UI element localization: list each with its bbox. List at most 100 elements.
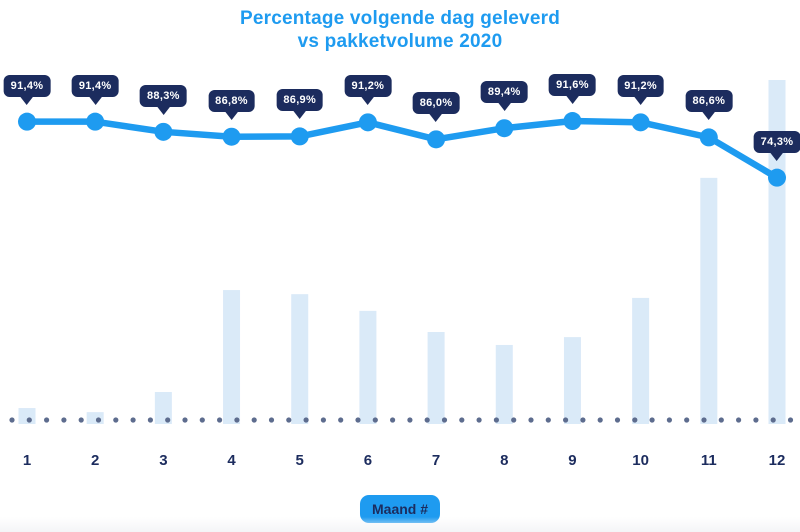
value-badge-text: 91,2% — [624, 80, 657, 93]
x-tick-2: 2 — [91, 452, 100, 469]
value-badge-month-12: 74,3% — [753, 130, 800, 161]
badge-tail — [156, 105, 171, 115]
x-tick-12: 12 — [768, 452, 786, 469]
volume-bar-month-2 — [86, 412, 104, 424]
line-point-month-11 — [699, 128, 718, 147]
x-tick-10: 10 — [632, 452, 649, 469]
baseline-dot — [44, 417, 50, 423]
line-point-month-5 — [290, 127, 309, 146]
baseline-dot — [78, 417, 84, 423]
value-badge-text: 86,9% — [283, 94, 317, 107]
baseline-dot — [251, 417, 257, 423]
volume-bar-month-8 — [495, 344, 513, 424]
value-badge-month-6: 91,2% — [344, 75, 392, 106]
line-point-month-12 — [768, 168, 786, 187]
badge-tail — [633, 96, 648, 106]
baseline-dot — [26, 417, 32, 423]
baseline-dot — [701, 417, 707, 423]
percentage-line — [23, 117, 781, 181]
baseline-dot — [753, 417, 759, 423]
value-badge-text: 88,3% — [147, 89, 180, 102]
value-badge-month-7: 86,0% — [412, 92, 460, 123]
baseline-dot — [95, 417, 102, 423]
badge-tail — [224, 110, 239, 120]
line-point-month-3 — [154, 122, 173, 141]
line-point-month-2 — [86, 112, 105, 131]
value-badge-month-5: 86,9% — [276, 89, 324, 120]
chart-title-line1: Percentage volgende dag geleverd — [239, 8, 560, 29]
x-tick-8: 8 — [500, 452, 509, 469]
baseline-dot — [9, 417, 15, 423]
badge-tail — [360, 96, 375, 106]
value-badge-month-1: 91,4% — [3, 74, 51, 105]
baseline-dot — [390, 417, 396, 423]
line-point-month-8 — [495, 119, 514, 138]
volume-bar-month-10 — [632, 297, 650, 424]
value-badge-text: 91,4% — [10, 79, 44, 92]
line-point-month-6 — [358, 113, 377, 132]
volume-bar-month-6 — [359, 310, 377, 424]
x-tick-9: 9 — [568, 452, 577, 469]
baseline-dot — [303, 417, 309, 423]
baseline-dot — [545, 417, 551, 423]
baseline-dot — [61, 417, 67, 423]
baseline-dot — [407, 417, 413, 423]
baseline-dot — [666, 417, 673, 423]
value-badge-text: 89,4% — [487, 86, 521, 99]
value-badge-month-9: 91,6% — [549, 74, 596, 104]
baseline-dot — [199, 417, 205, 423]
value-badge-text: 91,6% — [556, 79, 589, 91]
chart-title: Percentage volgende dag geleverd vs pakk… — [0, 7, 800, 53]
volume-bar-month-11 — [700, 177, 718, 424]
badge-tail — [497, 102, 512, 112]
badge-tail — [565, 95, 580, 104]
badge-tail — [701, 111, 716, 121]
value-badge-text: 91,4% — [78, 79, 112, 92]
x-tick-6: 6 — [363, 452, 373, 469]
badge-tail — [429, 113, 444, 123]
baseline-dot — [736, 417, 742, 423]
value-badge-text: 86,8% — [215, 94, 248, 107]
x-tick-4: 4 — [227, 452, 236, 469]
value-badge-month-10: 91,2% — [617, 75, 664, 106]
value-badge-month-4: 86,8% — [208, 89, 255, 120]
volume-bar-month-1 — [18, 408, 36, 424]
baseline-dot — [597, 417, 603, 423]
value-badge-text: 91,2% — [351, 80, 385, 93]
value-badge-month-2: 91,4% — [71, 74, 119, 105]
badge-tail — [769, 151, 784, 161]
baseline-dot — [632, 417, 638, 423]
baseline-dot — [338, 417, 344, 423]
baseline-dot — [217, 417, 223, 423]
baseline-dot — [580, 417, 586, 423]
baseline-dot — [165, 417, 171, 423]
baseline-dot — [320, 417, 326, 423]
volume-bar-month-12 — [768, 80, 786, 424]
baseline-dot — [511, 417, 517, 423]
x-axis-label-text: Maand # — [371, 501, 429, 517]
baseline-dot — [563, 417, 569, 423]
volume-bar-month-5 — [291, 294, 309, 424]
volume-bar-month-4 — [223, 290, 241, 424]
line-point-month-7 — [427, 130, 446, 149]
value-badge-month-8: 89,4% — [480, 81, 528, 112]
baseline-dot — [528, 417, 534, 423]
value-badge-month-11: 86,6% — [685, 90, 733, 121]
baseline-dot — [459, 417, 465, 423]
baseline-dot — [441, 417, 448, 423]
badge-tail — [88, 95, 103, 105]
line-point-month-9 — [563, 112, 582, 131]
baseline-dot — [649, 417, 655, 423]
baseline-dot — [268, 417, 275, 423]
line-point-month-4 — [222, 127, 241, 146]
volume-bar-month-9 — [563, 337, 581, 424]
chart-title-line2: vs pakketvolume 2020 — [297, 31, 503, 52]
baseline-dot — [424, 417, 430, 423]
x-tick-5: 5 — [295, 452, 304, 469]
baseline-dot — [718, 417, 724, 423]
baseline-dot — [355, 417, 361, 423]
baseline-dot — [770, 417, 776, 423]
page-bottom-strip — [0, 517, 800, 532]
value-badge-text: 74,3% — [760, 135, 794, 148]
